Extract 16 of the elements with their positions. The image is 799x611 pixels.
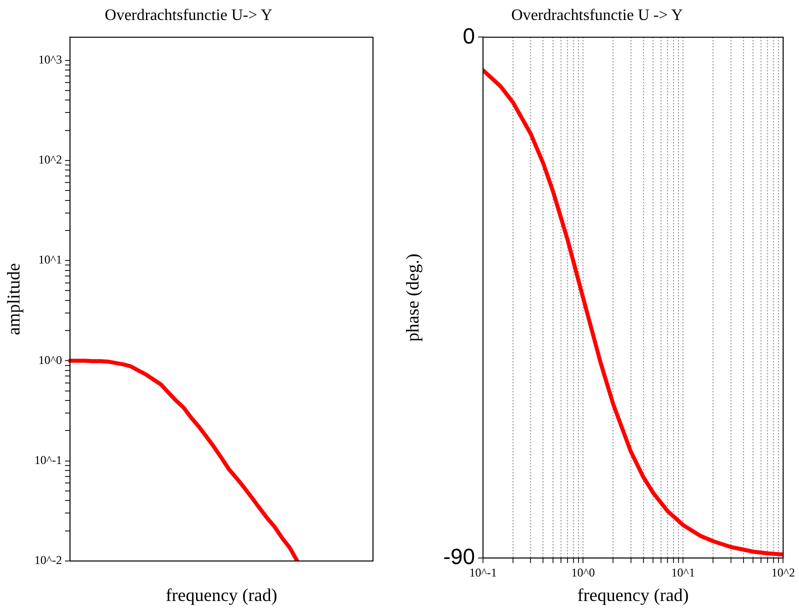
x-tick-label: 10^2 <box>771 565 796 580</box>
y-tick-label: 10^2 <box>38 152 62 167</box>
x-tick-label: 10^1 <box>671 565 695 580</box>
y-tick-label: 10^3 <box>38 52 62 66</box>
y-tick-label: 10^-1 <box>34 453 62 468</box>
y-tick-label: 10^1 <box>38 252 62 267</box>
chart-title: Overdrachtsfunctie U-> Y <box>104 6 273 24</box>
y-axis-title: phase (deg.) <box>402 254 423 342</box>
y-axis-title: amplitude <box>4 263 24 336</box>
y-tick-label: 0 <box>462 23 475 48</box>
x-axis-title: frequency (rad) <box>577 584 689 605</box>
x-axis-title: frequency (rad) <box>166 584 278 605</box>
y-tick-label: 10^-2 <box>34 553 62 568</box>
y-tick-label: 10^0 <box>38 352 62 367</box>
chart-title: Overdrachtsfunctie U -> Y <box>511 6 684 24</box>
x-tick-label: 10^0 <box>571 565 595 580</box>
